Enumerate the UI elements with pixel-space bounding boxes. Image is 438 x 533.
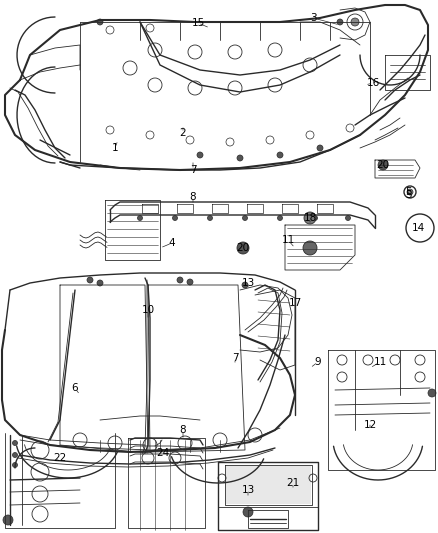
Circle shape — [187, 279, 193, 285]
Text: 22: 22 — [53, 453, 67, 463]
Text: 10: 10 — [141, 305, 155, 315]
Circle shape — [97, 280, 103, 286]
Text: 5: 5 — [405, 190, 411, 200]
Text: 21: 21 — [286, 478, 300, 488]
Circle shape — [177, 277, 183, 283]
Circle shape — [406, 214, 434, 242]
Text: 18: 18 — [304, 213, 317, 223]
Text: 1: 1 — [112, 143, 118, 153]
Text: 2: 2 — [180, 128, 186, 138]
Text: 15: 15 — [191, 18, 205, 28]
Circle shape — [87, 277, 93, 283]
Text: 9: 9 — [314, 357, 321, 367]
Text: 11: 11 — [281, 235, 295, 245]
Text: 17: 17 — [288, 298, 302, 308]
Circle shape — [242, 282, 248, 288]
Circle shape — [277, 152, 283, 158]
Text: 20: 20 — [376, 160, 389, 170]
Circle shape — [304, 212, 316, 224]
Text: 6: 6 — [72, 383, 78, 393]
Text: 14: 14 — [411, 223, 424, 233]
Circle shape — [197, 152, 203, 158]
Circle shape — [138, 215, 142, 221]
Text: 8: 8 — [190, 192, 196, 202]
Text: 7: 7 — [190, 165, 196, 175]
Polygon shape — [226, 466, 311, 504]
Circle shape — [303, 241, 317, 255]
Text: 13: 13 — [241, 485, 254, 495]
Text: 20: 20 — [237, 243, 250, 253]
Circle shape — [351, 18, 359, 26]
Text: 5: 5 — [405, 187, 411, 197]
Circle shape — [173, 215, 177, 221]
Circle shape — [428, 389, 436, 397]
Text: 24: 24 — [156, 448, 170, 458]
Circle shape — [346, 215, 350, 221]
Circle shape — [378, 160, 388, 170]
Text: 4: 4 — [169, 238, 175, 248]
Circle shape — [407, 189, 413, 195]
Text: 12: 12 — [364, 420, 377, 430]
Circle shape — [3, 515, 13, 525]
Text: 7: 7 — [232, 353, 238, 363]
Circle shape — [278, 215, 283, 221]
Text: 8: 8 — [180, 425, 186, 435]
Circle shape — [317, 145, 323, 151]
Circle shape — [243, 507, 253, 517]
Circle shape — [13, 440, 18, 446]
Circle shape — [237, 242, 249, 254]
Circle shape — [237, 155, 243, 161]
Text: 3: 3 — [310, 13, 316, 23]
Circle shape — [97, 19, 103, 25]
Circle shape — [13, 453, 18, 457]
Circle shape — [243, 215, 247, 221]
Circle shape — [337, 19, 343, 25]
Circle shape — [208, 215, 212, 221]
Text: 16: 16 — [366, 78, 380, 88]
Circle shape — [312, 215, 318, 221]
Circle shape — [13, 463, 18, 467]
Text: 11: 11 — [373, 357, 387, 367]
Text: 13: 13 — [241, 278, 254, 288]
